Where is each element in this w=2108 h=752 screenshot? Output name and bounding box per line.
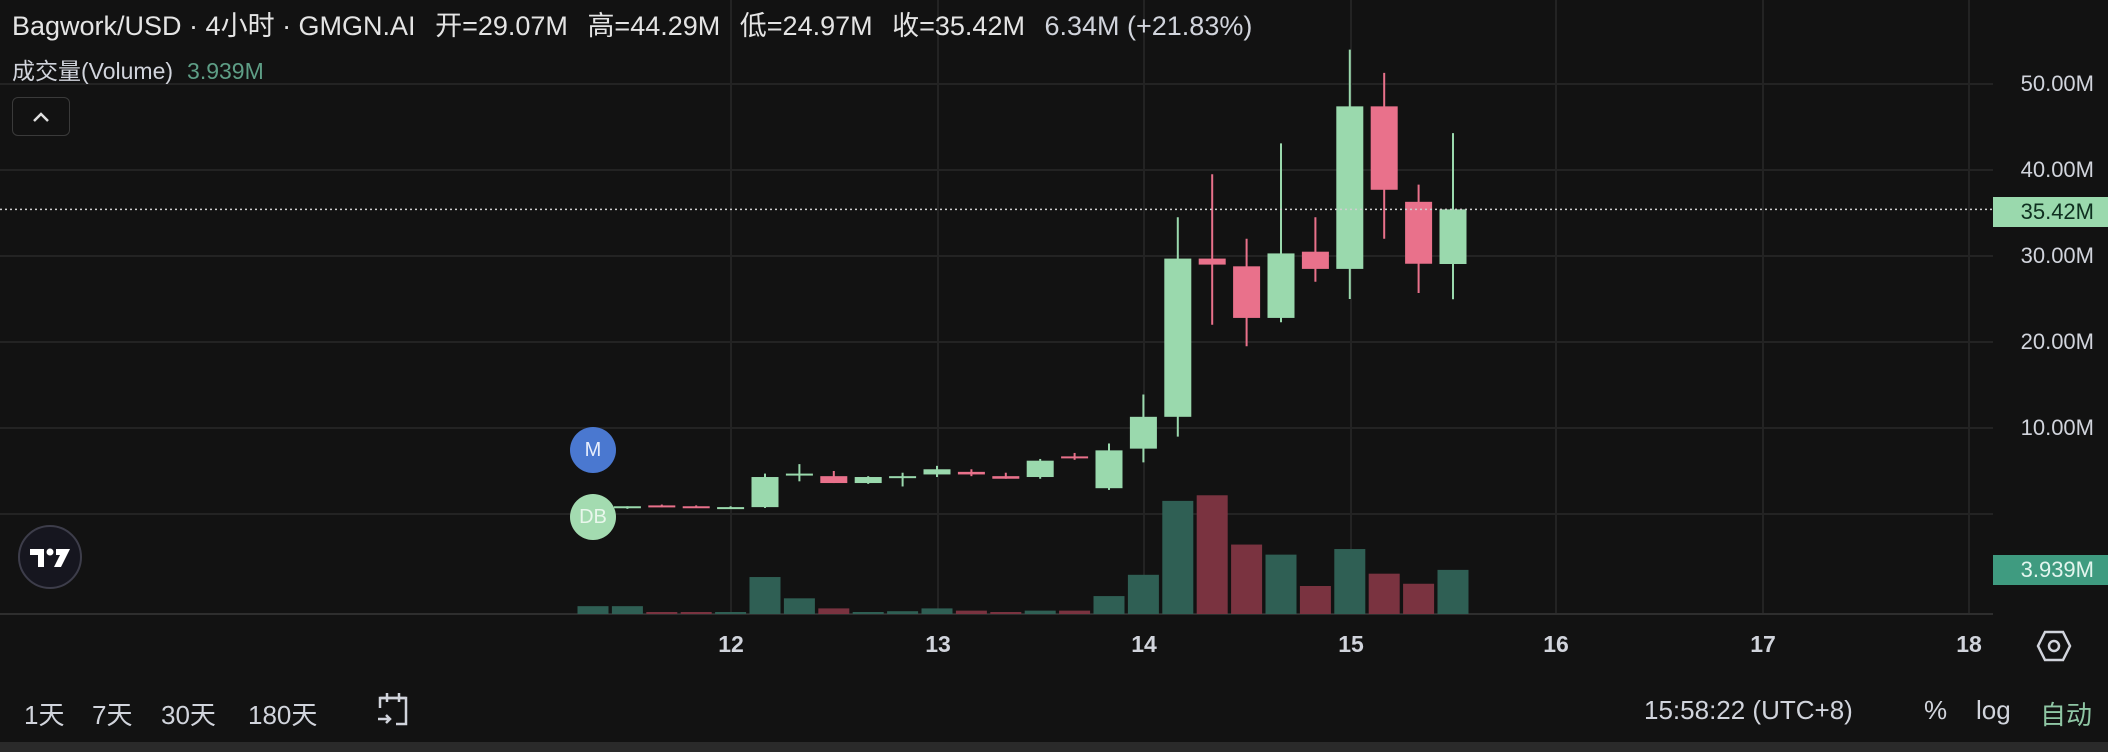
time-tick-label: 14 xyxy=(1131,631,1157,657)
volume-legend: 成交量(Volume) 3.939M xyxy=(12,52,264,86)
range-30d-button[interactable]: 30天 xyxy=(161,700,216,730)
last-price-tag-text: 35.42M xyxy=(2020,199,2094,224)
time-axis[interactable]: 12 13 14 15 16 17 18 xyxy=(0,615,1993,675)
time-tick-label: 15 xyxy=(1338,631,1364,657)
timezone-clock[interactable]: 15:58:22 (UTC+8) xyxy=(1644,695,1853,725)
range-7d-button[interactable]: 7天 xyxy=(92,700,133,730)
price-tick-label: 30.00M xyxy=(2020,243,2094,268)
marker-m-label: M xyxy=(584,438,602,461)
symbol-title: Bagwork/USD · 4小时 · GMGN.AI xyxy=(12,11,416,41)
chevron-up-icon xyxy=(33,111,49,122)
price-chart[interactable] xyxy=(0,0,1993,615)
footer-divider xyxy=(0,742,2108,752)
range-180d-button[interactable]: 180天 xyxy=(248,700,318,730)
time-tick-label: 16 xyxy=(1543,631,1569,657)
close-value: 收=35.42M xyxy=(892,11,1025,41)
log-scale-toggle[interactable]: log xyxy=(1976,695,2011,725)
tradingview-icon xyxy=(30,548,70,567)
marker-db-label: DB xyxy=(579,505,607,528)
high-value: 高=44.29M xyxy=(587,11,721,41)
marker-db[interactable]: DB xyxy=(570,494,616,540)
collapse-legend-button[interactable] xyxy=(12,97,70,136)
volume-label: 成交量(Volume) xyxy=(12,58,174,84)
settings-hexagon-icon[interactable] xyxy=(2036,628,2072,664)
bottom-toolbar: 1天 7天 30天 180天 15:58:22 (UTC+8) % log 自动 xyxy=(0,675,2108,742)
time-tick-label: 13 xyxy=(925,631,951,657)
volume-value: 3.939M xyxy=(187,58,264,84)
goto-date-calendar-icon[interactable] xyxy=(374,690,412,728)
last-price-tag: 35.42M xyxy=(1993,197,2108,227)
open-value: 开=29.07M xyxy=(435,11,568,41)
range-1d-button[interactable]: 1天 xyxy=(24,700,65,730)
time-tick-label: 18 xyxy=(1956,631,1982,657)
price-axis[interactable]: 10.00M 20.00M 30.00M 40.00M 50.00M 35.42M 3.… xyxy=(1993,0,2108,615)
price-tick-label: 20.00M xyxy=(2020,329,2094,354)
volume-tag: 3.939M xyxy=(1993,555,2108,585)
price-tick-label: 50.00M xyxy=(2020,71,2094,96)
auto-scale-toggle[interactable]: 自动 xyxy=(2040,700,2093,730)
price-tick-label: 10.00M xyxy=(2020,415,2094,440)
low-value: 低=24.97M xyxy=(739,11,873,41)
time-tick-label: 17 xyxy=(1750,631,1776,657)
marker-m[interactable]: M xyxy=(570,427,616,473)
change-value: 6.34M (+21.83%) xyxy=(1044,11,1253,41)
volume-tag-text: 3.939M xyxy=(2020,557,2094,582)
price-tick-label: 40.00M xyxy=(2020,157,2094,182)
time-tick-label: 12 xyxy=(718,631,744,657)
percent-scale-toggle[interactable]: % xyxy=(1924,695,1948,725)
tradingview-logo[interactable] xyxy=(18,525,82,589)
symbol-legend: Bagwork/USD · 4小时 · GMGN.AI 开=29.07M 高=4… xyxy=(12,4,1264,43)
